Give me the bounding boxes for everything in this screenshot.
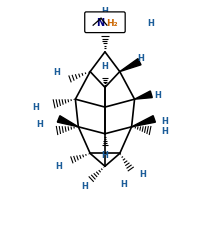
Polygon shape	[132, 116, 155, 127]
Text: H: H	[137, 54, 144, 63]
Text: H: H	[120, 179, 127, 188]
Text: H: H	[161, 117, 168, 126]
Text: H: H	[154, 90, 161, 99]
Text: H: H	[102, 151, 108, 160]
Text: N: N	[96, 18, 104, 28]
Text: H: H	[140, 169, 146, 178]
Polygon shape	[57, 116, 78, 127]
Text: H: H	[81, 182, 88, 191]
Text: H: H	[32, 102, 39, 111]
Text: H: H	[56, 161, 63, 170]
Text: H: H	[54, 68, 61, 77]
Text: H: H	[147, 19, 154, 28]
Text: H: H	[161, 127, 168, 136]
Text: H: H	[102, 61, 108, 70]
FancyBboxPatch shape	[85, 13, 125, 33]
Text: H: H	[36, 120, 43, 129]
Text: H₂: H₂	[106, 19, 118, 28]
Polygon shape	[135, 91, 152, 100]
Polygon shape	[120, 59, 141, 72]
Text: H: H	[102, 7, 108, 16]
